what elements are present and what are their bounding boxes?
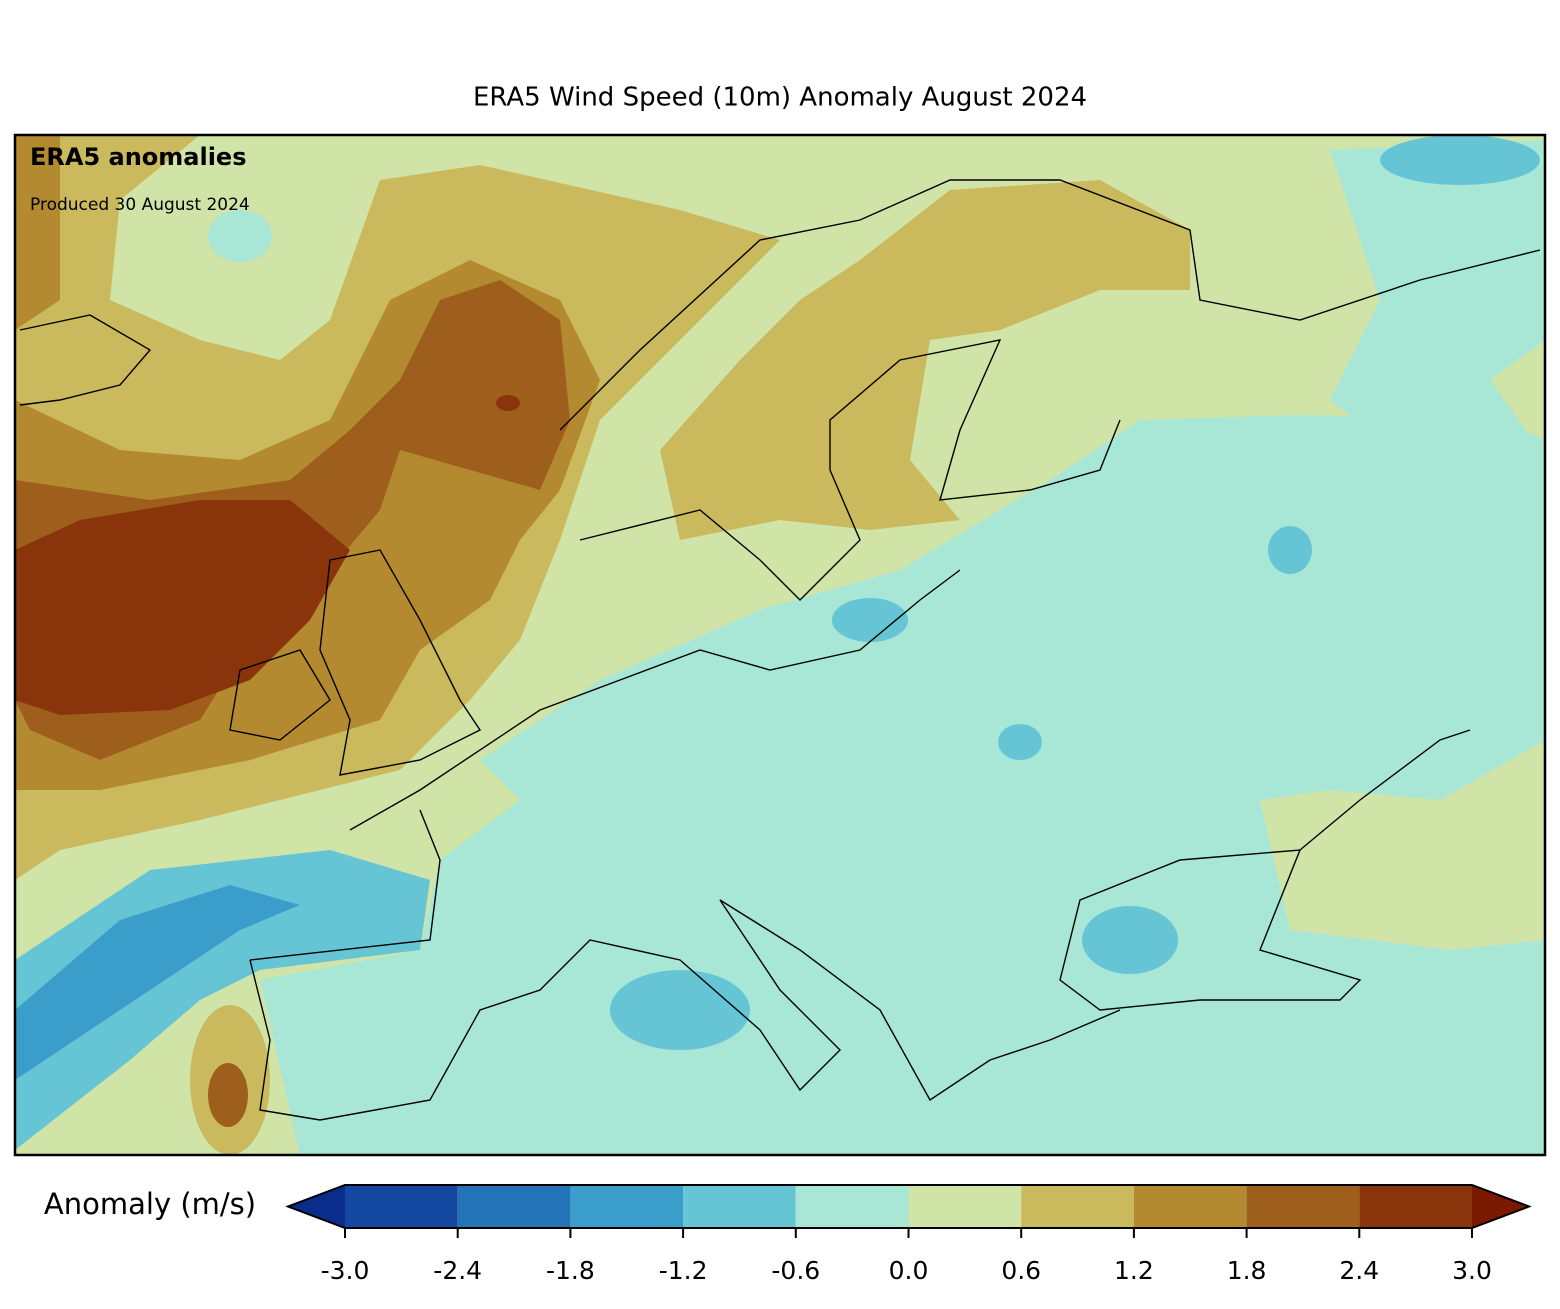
map-frame bbox=[13, 133, 1547, 1157]
colorbar-tick-label: 3.0 bbox=[1452, 1256, 1492, 1285]
colorbar-tick-label: -3.0 bbox=[321, 1256, 370, 1285]
colorbar-tick-label: -1.2 bbox=[659, 1256, 708, 1285]
colorbar-under bbox=[288, 1185, 345, 1228]
colorbar-tick-label: -1.8 bbox=[546, 1256, 595, 1285]
colorbar-over bbox=[1472, 1185, 1529, 1228]
colorbar-bin bbox=[1246, 1185, 1360, 1228]
colorbar-label: Anomaly (m/s) bbox=[44, 1187, 256, 1221]
colorbar-tick-label: 1.2 bbox=[1114, 1256, 1154, 1285]
annotation-heading: ERA5 anomalies bbox=[30, 143, 247, 171]
colorbar-bin bbox=[1133, 1185, 1247, 1228]
colorbar-tick-label: 0.6 bbox=[1001, 1256, 1041, 1285]
colorbar-bin bbox=[908, 1185, 1022, 1228]
colorbar-tick-label: 2.4 bbox=[1339, 1256, 1379, 1285]
colorbar-bin bbox=[683, 1185, 796, 1228]
colorbar-bin bbox=[457, 1185, 571, 1228]
colorbar-tick-label: -2.4 bbox=[433, 1256, 482, 1285]
colorbar-bin bbox=[1359, 1185, 1472, 1228]
map-field bbox=[15, 135, 1545, 1155]
colorbar-tick-label: 0.0 bbox=[889, 1256, 929, 1285]
colorbar-bin bbox=[345, 1185, 458, 1228]
colorbar-bin bbox=[570, 1185, 684, 1228]
colorbar-bin bbox=[795, 1185, 909, 1228]
map-title: ERA5 Wind Speed (10m) Anomaly August 202… bbox=[473, 83, 1087, 113]
colorbar: -3.0 -2.4 -1.8 -1.2 -0.6 0.0 0.6 1.2 1.8 2.4 3.0 bbox=[285, 1184, 1532, 1285]
colorbar-tick-label: 1.8 bbox=[1227, 1256, 1267, 1285]
colorbar-bin bbox=[1021, 1185, 1134, 1228]
colorbar-tick-label: -0.6 bbox=[771, 1256, 820, 1285]
annotation-produced: Produced 30 August 2024 bbox=[30, 195, 250, 215]
